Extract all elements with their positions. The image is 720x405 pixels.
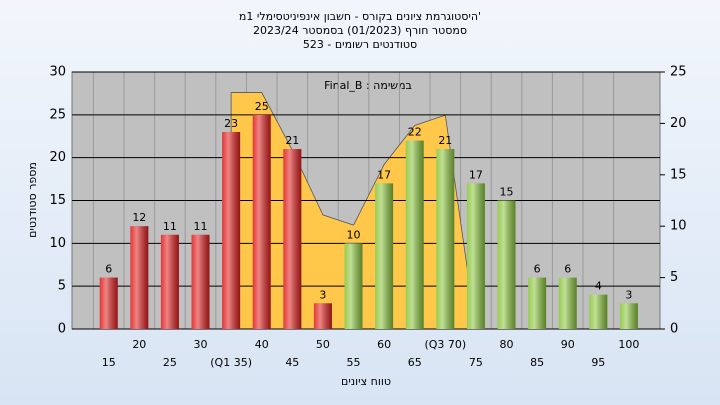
data-label: 6 [534,263,541,276]
bar-shade [313,303,332,329]
data-label: 11 [194,220,208,233]
bar-shade [283,149,302,329]
x-tick-label: 90 [561,338,575,351]
x-tick-label: 45 [285,356,299,369]
y-tick-label: 20 [49,150,66,165]
x-tick-label: 15 [102,356,116,369]
bar-shade [558,277,577,329]
x-tick-label: 85 [530,356,544,369]
bar-shade [436,149,455,329]
data-label: 21 [438,134,452,147]
bar-shade [528,277,547,329]
data-label: 12 [132,211,146,224]
bar-shade [130,226,149,329]
bar-shade [160,234,179,329]
bar-shade [589,294,608,329]
x-tick-label: 50 [316,338,330,351]
bar-shade [344,243,363,329]
bar-shade [619,303,638,329]
title-line: 523 - סטודנטים רשומים [303,38,417,51]
data-label: 3 [319,288,326,301]
y-tick-label: 15 [49,193,66,208]
x-tick-label: 100 [618,338,639,351]
x-tick-label: 95 [591,356,605,369]
data-label: 17 [377,168,391,181]
y-tick-label: 5 [58,279,66,294]
data-label: 22 [408,126,422,139]
bar-shade [466,183,485,329]
data-label: 3 [625,288,632,301]
x-tick-label: 20 [132,338,146,351]
y-axis-label: מספר סטודנטים [26,162,39,238]
bar-shade [252,114,271,329]
y-tick-label: 25 [49,107,66,122]
data-label: 17 [469,168,483,181]
y-tick-label: 0 [58,322,66,337]
annotation: Final_B : במשימה [324,79,412,92]
x-tick-label: 55 [347,356,361,369]
y2-tick-label: 0 [670,322,678,337]
y2-tick-label: 20 [670,116,687,131]
bar-shade [405,140,424,329]
data-label: 15 [500,186,514,199]
y2-tick-label: 5 [670,270,678,285]
bar-shade [99,277,118,329]
bar-shade [497,200,516,329]
title-line: היסטוגרמת ציונים בקורס - חשבון אינפיניטס… [239,10,481,23]
y-tick-label: 10 [49,236,66,251]
x-axis-label: טווח ציונים [341,375,391,388]
x-tick-label: 30 [194,338,208,351]
data-label: 6 [564,263,571,276]
data-label: 11 [163,220,177,233]
x-tick-label: 75 [469,356,483,369]
y-tick-label: 30 [49,65,66,80]
data-label: 4 [595,280,602,293]
y2-tick-label: 15 [670,167,687,182]
x-tick-label: 65 [408,356,422,369]
data-label: 21 [285,134,299,147]
x-tick-label: (Q3 70) [424,338,466,351]
data-label: 25 [255,100,269,113]
x-tick-label: 40 [255,338,269,351]
data-label: 10 [347,228,361,241]
data-label: 6 [105,263,112,276]
x-tick-label: 25 [163,356,177,369]
x-tick-label: (Q1 35) [210,356,252,369]
x-tick-label: 60 [377,338,391,351]
bar-shade [191,234,210,329]
title-line: 2023/24 סמסטר חורף (01/2023) בסמסטר [253,24,467,37]
data-label: 23 [224,117,238,130]
bar-shade [222,131,241,329]
bar-shade [375,183,394,329]
y2-tick-label: 25 [670,65,687,80]
y2-tick-label: 10 [670,219,687,234]
x-tick-label: 80 [500,338,514,351]
